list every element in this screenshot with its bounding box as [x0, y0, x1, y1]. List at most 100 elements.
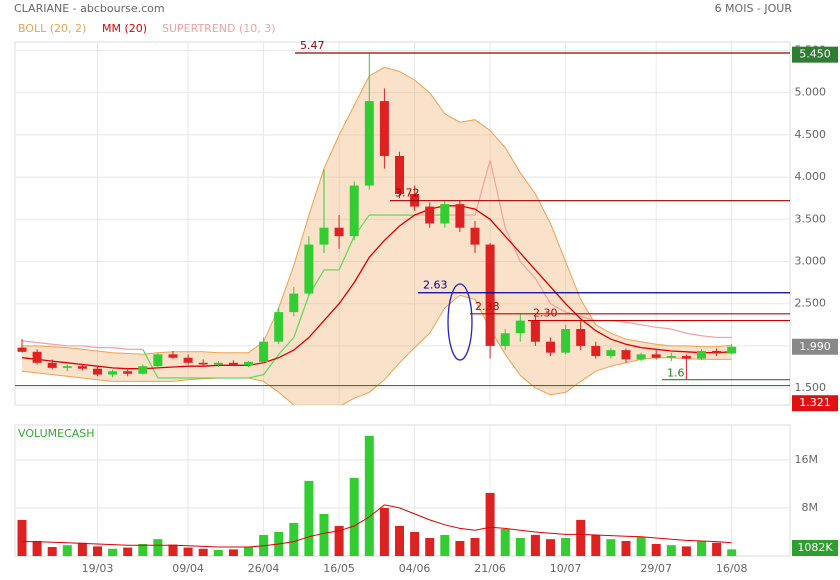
candle-body [153, 354, 163, 367]
volume-bar [32, 540, 42, 556]
volume-bar [138, 543, 148, 556]
bollinger-upper [22, 66, 732, 355]
legend-supertrend: SUPERTREND (10, 3) [162, 22, 276, 35]
legend-boll: BOLL (20, 2) [18, 22, 86, 35]
annotation-ellipse [447, 283, 473, 361]
candle-body [379, 101, 389, 156]
volume-bar [304, 480, 314, 556]
candle-body [334, 227, 344, 237]
candle-body [395, 155, 404, 194]
volume-bar [93, 546, 102, 556]
y-tick-label: 2.500 [795, 297, 827, 310]
volume-bar [561, 537, 571, 556]
supertrend-segment [248, 374, 264, 379]
volume-bar [440, 534, 450, 556]
level-label: 1.6 [667, 367, 685, 380]
volume-bar [319, 513, 329, 556]
volume-bar [666, 545, 676, 556]
candle-body [712, 350, 722, 354]
supertrend-segment [52, 343, 68, 347]
volume-bar [334, 525, 344, 556]
candle-body [319, 227, 329, 245]
volume-bar [17, 519, 27, 556]
volume-bar [681, 546, 691, 556]
volume-ma [22, 504, 732, 548]
x-tick-label: 19/03 [82, 562, 114, 575]
volume-bar [697, 540, 706, 556]
price-tag-label: 5.450 [799, 48, 831, 61]
candle-body [727, 346, 737, 354]
x-tick-label: 10/07 [550, 562, 582, 575]
candle-body [364, 101, 374, 186]
price-tag-label: 1082K [797, 541, 833, 554]
volume-bar [576, 519, 586, 556]
volume-bar [183, 547, 193, 556]
level-label: 2.30 [533, 307, 558, 320]
price-tag [792, 540, 838, 556]
volume-bar [47, 546, 57, 556]
candle-body [77, 366, 87, 369]
level-label: 3.72 [395, 187, 420, 200]
y-tick-label: 4.000 [795, 170, 827, 183]
supertrend-segment [293, 295, 310, 338]
candle-body [17, 347, 27, 352]
level-label: 2.63 [423, 279, 448, 292]
supertrend-segment [671, 328, 687, 334]
candle-body [606, 350, 616, 357]
supertrend-segment [534, 278, 552, 305]
supertrend-segment [82, 345, 98, 349]
volume-bar [470, 537, 480, 556]
supertrend-segment [278, 337, 295, 355]
candle-body [304, 244, 314, 294]
volume-bar [546, 539, 555, 556]
y-tick-label: 3.000 [795, 254, 827, 267]
x-tick-label: 21/06 [474, 562, 506, 575]
level-label: 2.38 [475, 300, 500, 313]
candle-body [470, 227, 480, 245]
volume-bar [712, 542, 722, 556]
candle-body [440, 204, 450, 224]
candle-body [621, 350, 631, 360]
supertrend-segment [625, 321, 642, 326]
candle-body [62, 366, 72, 368]
supertrend-segment [112, 346, 128, 350]
x-tick-label: 09/04 [172, 562, 204, 575]
volume-bar [485, 492, 495, 556]
candle-body [591, 345, 601, 357]
volume-bar [289, 522, 299, 556]
volume-bar [636, 536, 646, 556]
candle-body [138, 366, 148, 374]
y-tick-label: 4.500 [795, 128, 827, 141]
period: 6 MOIS - JOUR [715, 2, 793, 15]
supertrend-segment [641, 324, 657, 328]
supertrend-segment [21, 340, 38, 344]
supertrend-segment [686, 332, 702, 337]
supertrend-segment [474, 160, 491, 216]
price-tag-label: 1.990 [799, 340, 831, 353]
supertrend-segment [550, 303, 566, 313]
x-tick-label: 16/08 [716, 562, 748, 575]
volume-bar [530, 534, 540, 556]
candle-body [32, 351, 42, 363]
volume-bar [606, 539, 616, 556]
volume-bar [425, 537, 435, 556]
volume-bar [108, 548, 118, 556]
x-tick-label: 16/05 [323, 562, 355, 575]
candle-body [198, 362, 208, 365]
supertrend-segment [701, 335, 717, 339]
supertrend-segment [338, 235, 355, 271]
candle-body [530, 320, 540, 342]
volume-bar [244, 546, 253, 556]
y-tick-label: 8M [802, 501, 819, 514]
volume-bar [62, 545, 72, 556]
candle-body [651, 354, 661, 358]
price-frame [14, 41, 791, 406]
candle-body [425, 206, 435, 224]
candle-body [213, 362, 223, 365]
candle-body [561, 329, 571, 353]
volume-bar [228, 549, 238, 556]
x-tick-label: 26/04 [248, 562, 280, 575]
candle-body [546, 341, 555, 353]
